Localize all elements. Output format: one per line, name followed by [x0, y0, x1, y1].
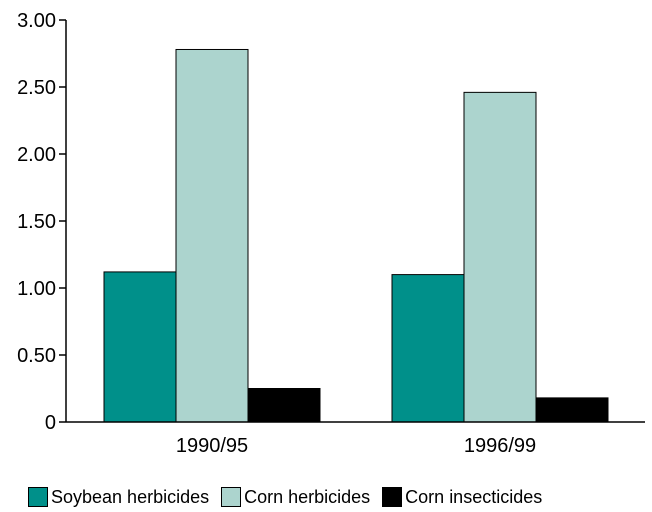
bar-corn-insecticides-0 — [247, 388, 321, 423]
x-tick-label: 1996/99 — [464, 435, 536, 457]
plot-area: 0 0.50 1.00 1.50 2.00 2.50 3.00 1990/95 1996/99 — [17, 10, 609, 457]
legend: Soybean herbicides Corn herbicides Corn … — [28, 484, 648, 510]
y-tick-label: 0 — [45, 412, 56, 434]
legend-swatch-corn-insecticides — [382, 487, 403, 507]
legend-swatch-soybean-herbicides — [28, 487, 48, 507]
bar-soybean-herbicides-1 — [391, 274, 465, 423]
legend-swatch-corn-herbicides — [221, 487, 242, 507]
legend-item-corn-herbicides: Corn herbicides — [221, 487, 370, 507]
bar-chart: 0 0.50 1.00 1.50 2.00 2.50 3.00 1990/95 1996/99 — [17, 10, 645, 457]
legend-item-soybean-herbicides: Soybean herbicides — [28, 487, 209, 507]
y-tick-label: 2.00 — [17, 144, 56, 166]
legend-label-corn-herbicides: Corn herbicides — [244, 487, 371, 507]
legend-item-corn-insecticides: Corn insecticides — [382, 487, 542, 507]
y-tick-label: 0.50 — [17, 345, 56, 367]
bar-corn-herbicides-1 — [463, 91, 537, 423]
bar-corn-insecticides-1 — [535, 397, 609, 423]
x-tick-label: 1990/95 — [176, 435, 248, 457]
bar-corn-herbicides-0 — [175, 48, 249, 423]
y-tick-label: 1.00 — [17, 278, 56, 300]
y-tick-label: 1.50 — [17, 211, 56, 233]
legend-label-soybean-herbicides: Soybean herbicides — [51, 487, 210, 507]
bar-soybean-herbicides-0 — [103, 271, 177, 423]
legend-label-corn-insecticides: Corn insecticides — [405, 487, 543, 507]
y-tick-label: 3.00 — [17, 10, 56, 32]
y-tick-label: 2.50 — [17, 77, 56, 99]
